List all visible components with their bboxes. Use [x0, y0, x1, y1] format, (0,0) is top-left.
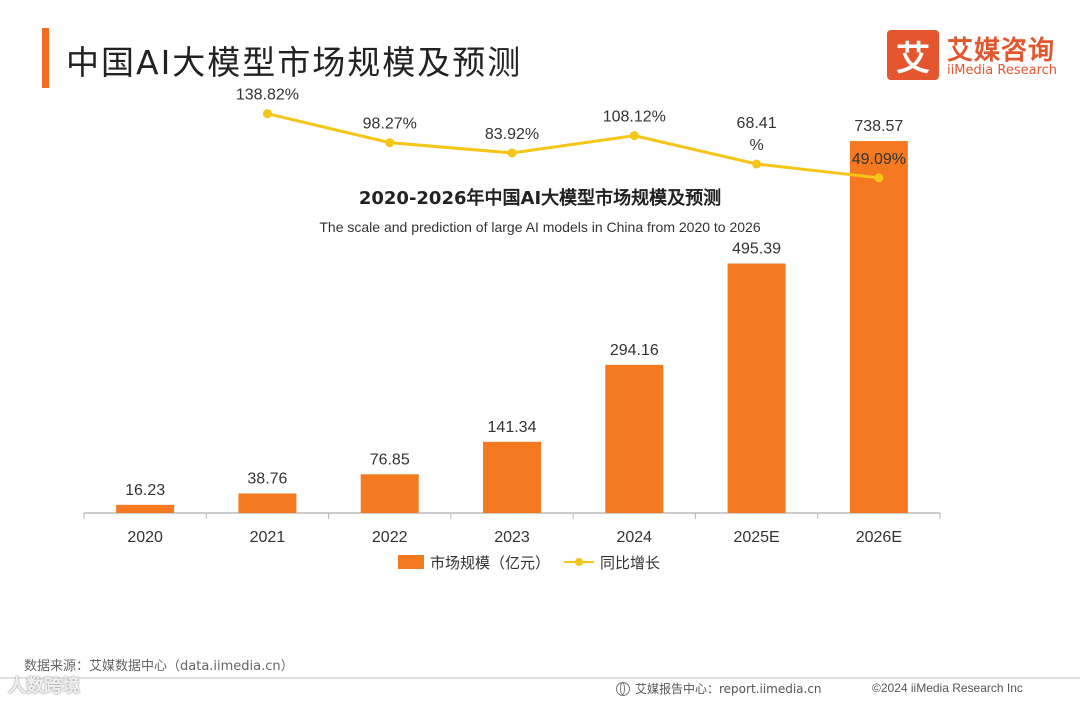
- chart-subtitle: The scale and prediction of large AI mod…: [319, 219, 761, 235]
- bar-2023: [483, 441, 541, 513]
- page-title: 中国AI大模型市场规模及预测: [66, 43, 523, 82]
- growth-value-label: 138.82%: [236, 87, 299, 104]
- chart-legend: 市场规模（亿元） 同比增长: [398, 551, 660, 573]
- bar-2021: [238, 493, 297, 513]
- logo-chinese-name: 艾媒咨询: [947, 36, 1056, 66]
- growth-point-2023: [507, 148, 517, 158]
- growth-point-2021: [262, 109, 272, 119]
- bar-2026E: [849, 141, 908, 513]
- growth-line: [267, 112, 880, 180]
- watermark: 人数跨境: [8, 676, 80, 697]
- x-tick-label: 2025E: [733, 529, 779, 546]
- bar-value-label: 16.23: [125, 482, 165, 499]
- report-center: 艾媒报告中心：report.iimedia.cn: [616, 680, 822, 697]
- bar-value-label: 738.57: [854, 118, 903, 135]
- logo-english-name: iiMedia Research: [947, 63, 1058, 78]
- x-tick-label: 2021: [250, 529, 286, 546]
- bar-value-label: 38.76: [247, 470, 287, 487]
- copyright: ©2024 iiMedia Research Inc: [872, 681, 1023, 695]
- company-logo: 艾 艾媒咨询 iiMedia Research: [887, 30, 1067, 82]
- legend-bar-label: 市场规模（亿元）: [430, 553, 551, 572]
- report-center-text: 艾媒报告中心：report.iimedia.cn: [635, 682, 822, 696]
- bar-value-label: 294.16: [610, 342, 659, 359]
- data-source: 数据来源：艾媒数据中心（data.iimedia.cn）: [24, 659, 294, 674]
- bar-value-label: 76.85: [370, 451, 410, 468]
- bar-2020: [116, 504, 175, 513]
- growth-point-2024: [629, 131, 639, 141]
- title-accent-bar: [42, 28, 49, 88]
- x-tick-label: 2024: [616, 529, 652, 546]
- growth-value-label: 108.12%: [603, 109, 666, 126]
- globe-icon: [616, 681, 630, 696]
- x-tick-label: 2026E: [856, 529, 902, 546]
- logo-mark: 艾: [887, 30, 939, 80]
- growth-value-label: %: [749, 137, 763, 154]
- growth-value-label: 83.92%: [485, 126, 539, 143]
- growth-value-label: 49.09%: [852, 151, 906, 168]
- growth-point-2026E: [874, 173, 884, 183]
- bar-2022: [360, 474, 419, 513]
- bar-value-label: 495.39: [732, 241, 781, 258]
- bar-value-label: 141.34: [488, 419, 537, 436]
- growth-value-label: 98.27%: [363, 116, 417, 133]
- bar-2025E: [727, 263, 786, 513]
- x-tick-label: 2022: [372, 529, 408, 546]
- growth-point-2022: [385, 138, 395, 148]
- x-tick-label: 2023: [494, 529, 530, 546]
- bar-2024: [605, 364, 664, 513]
- x-tick-label: 2020: [127, 529, 163, 546]
- growth-point-2025E: [752, 159, 762, 169]
- legend-line-swatch: [564, 555, 595, 569]
- chart-title: 2020-2026年中国AI大模型市场规模及预测: [358, 188, 722, 209]
- footer-divider: [0, 677, 1080, 679]
- growth-value-label: 68.41: [737, 115, 777, 132]
- legend-bar-swatch: [398, 555, 424, 569]
- legend-line-label: 同比增长: [600, 553, 661, 572]
